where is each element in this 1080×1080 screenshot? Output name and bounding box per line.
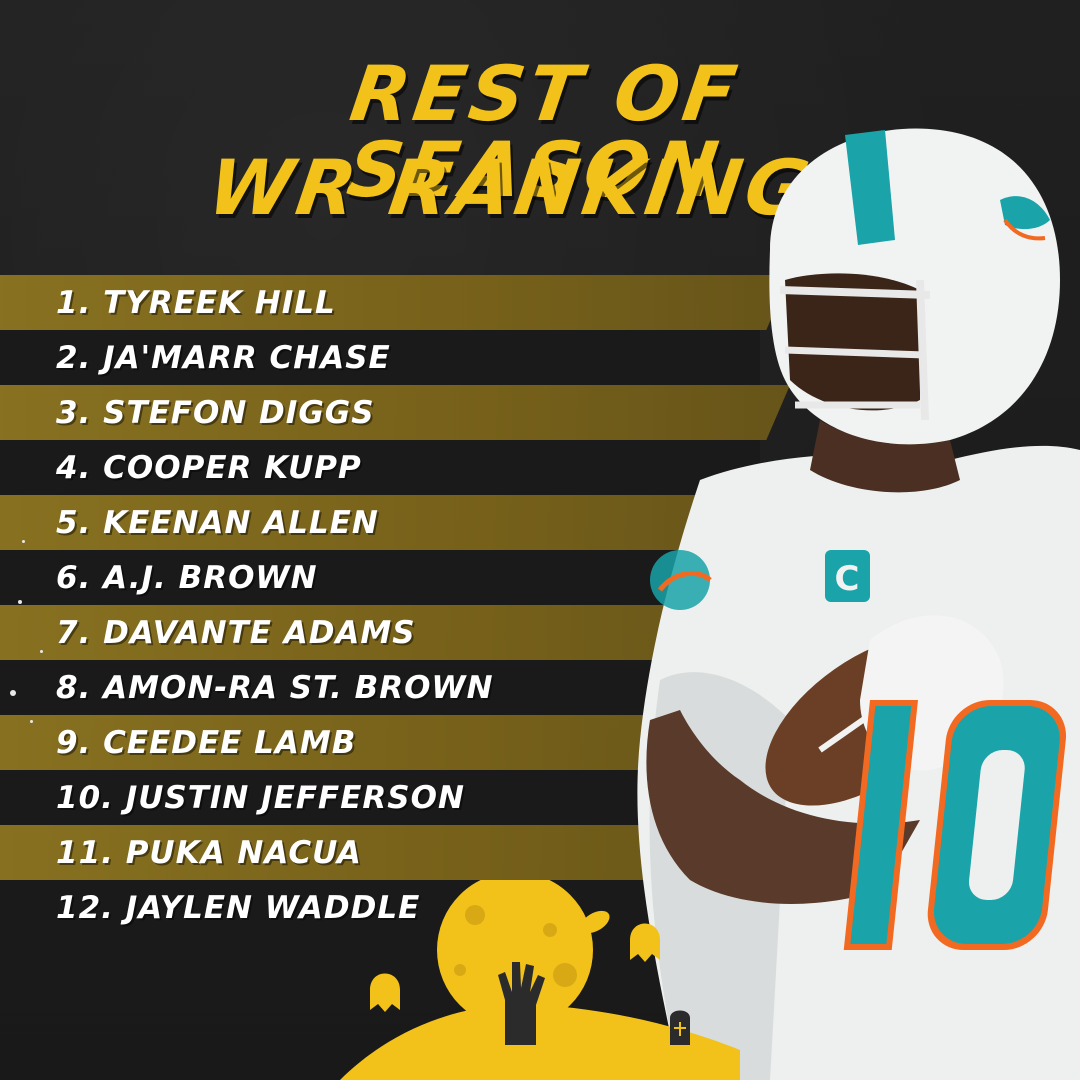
paint-speck <box>18 600 22 604</box>
ranking-item-5: 5. KEENAN ALLEN <box>56 504 379 541</box>
stripe-dark <box>0 880 760 935</box>
stripe-gold <box>0 275 790 330</box>
ranking-item-11: 11. PUKA NACUA <box>56 834 362 871</box>
ranking-item-9: 9. CEEDEE LAMB <box>56 724 357 761</box>
stripe-dark <box>0 660 760 715</box>
football-icon <box>580 910 610 934</box>
ranking-stripes <box>0 275 1080 935</box>
stripe-dark <box>0 330 760 385</box>
paint-speck <box>10 690 16 696</box>
halloween-scene <box>340 880 740 1080</box>
ranking-item-4: 4. COOPER KUPP <box>56 449 362 486</box>
ranking-item-6: 6. A.J. BROWN <box>56 559 318 596</box>
paint-speck <box>22 540 25 543</box>
ranking-item-1: 1. TYREEK HILL <box>56 284 336 321</box>
stripe-gold <box>0 385 790 440</box>
stripe-dark <box>0 440 760 495</box>
paint-speck <box>40 650 43 653</box>
ranking-item-7: 7. DAVANTE ADAMS <box>56 614 416 651</box>
ranking-item-8: 8. AMON-RA ST. BROWN <box>56 669 494 706</box>
football-player-illustration: C <box>637 128 1080 1080</box>
stripe-dark <box>0 550 760 605</box>
stripe-dark <box>0 770 760 825</box>
zombie-hand-icon <box>498 962 545 1045</box>
svg-text:C: C <box>835 559 860 599</box>
ranking-item-12: 12. JAYLEN WADDLE <box>56 889 421 926</box>
paint-speck <box>30 720 33 723</box>
ghost-icon <box>630 923 660 962</box>
ranking-item-10: 10. JUSTIN JEFFERSON <box>56 779 465 816</box>
ranking-item-3: 3. STEFON DIGGS <box>56 394 375 431</box>
ranking-item-2: 2. JA'MARR CHASE <box>56 339 391 376</box>
ghost-icon <box>370 973 400 1012</box>
stripe-gold <box>0 495 790 550</box>
ground <box>340 1004 740 1080</box>
